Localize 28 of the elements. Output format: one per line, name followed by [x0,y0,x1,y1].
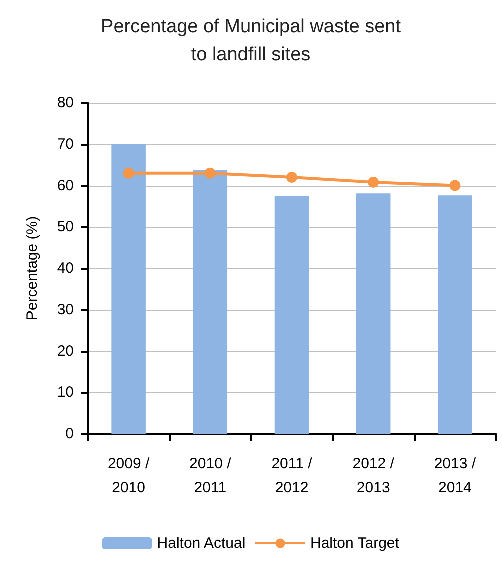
point [286,172,298,183]
y-tick-label: 50 [57,218,74,236]
y-tick-label: 80 [57,94,74,112]
bar [438,196,472,434]
x-tick-label: 2013 / 2014 [434,456,477,496]
y-tick-label: 40 [57,260,74,277]
point [368,176,380,188]
bar [274,196,310,434]
chart-title: Percentage of Municipal waste sent to landfill sites [101,16,402,66]
x-tick-label: 2012 / 2013 [352,456,396,496]
x-tick-label: 2010 / 2011 [190,456,232,496]
legend-label: Halton Target [310,535,400,552]
y-axis-title: Percentage (%) [24,216,41,321]
y-tick-label: 60 [57,177,74,194]
y-tick-label: 70 [57,136,74,153]
legend-label: Halton Actual [157,535,246,552]
y-tick-label: 20 [57,342,74,360]
y-tick-label: 0 [66,426,74,442]
y-tick-label: 30 [57,301,74,318]
bar [112,144,146,434]
bar [193,170,228,434]
x-tick-label: 2011 / 2012 [272,456,314,496]
point [450,180,461,192]
bar [356,194,391,434]
point [204,168,216,179]
point [123,168,134,179]
y-tick-label: 10 [57,384,74,402]
x-tick-label: 2009 / 2010 [108,456,150,496]
